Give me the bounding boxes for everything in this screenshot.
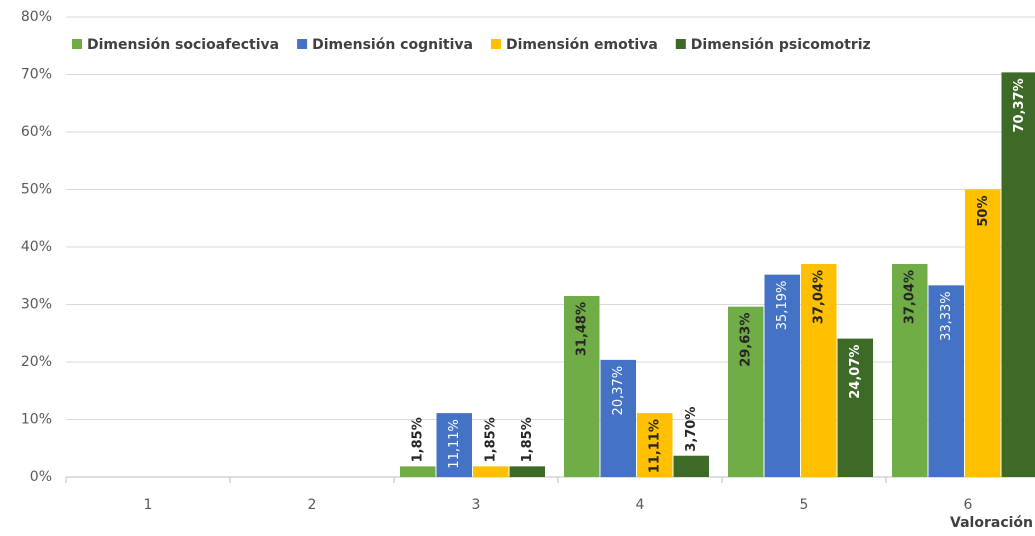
x-tick-label: 5 — [800, 497, 809, 513]
legend-label: Dimensión psicomotriz — [691, 37, 871, 53]
legend-swatch — [297, 39, 308, 49]
bar — [436, 413, 472, 477]
bar — [564, 295, 600, 477]
x-tick-label: 6 — [964, 497, 973, 513]
y-tick-label: 70% — [21, 67, 52, 83]
x-tick-label: 2 — [308, 497, 317, 513]
value-label: 20,37% — [611, 366, 626, 416]
y-tick-label: 20% — [21, 354, 52, 370]
x-tick-label: 3 — [472, 497, 481, 513]
value-label: 33,33% — [939, 291, 954, 341]
x-tick-label: 1 — [144, 497, 153, 513]
bar — [1001, 72, 1035, 477]
value-label: 50% — [976, 196, 991, 227]
legend-label: Dimensión emotiva — [506, 37, 658, 53]
y-tick-label: 40% — [21, 239, 52, 255]
y-tick-label: 80% — [21, 9, 52, 25]
value-label: 11,11% — [447, 419, 462, 469]
bar — [837, 338, 873, 477]
bar — [400, 466, 436, 477]
y-tick-label: 30% — [21, 297, 52, 313]
bar — [801, 264, 837, 477]
x-axis-label: Valoración — [950, 515, 1033, 531]
legend-label: Dimensión cognitiva — [312, 37, 473, 53]
value-label: 3,70% — [684, 407, 699, 452]
x-tick-label: 4 — [636, 497, 645, 513]
bar — [764, 274, 800, 477]
bar — [892, 264, 928, 477]
value-label: 31,48% — [575, 302, 590, 356]
bar — [473, 466, 509, 477]
bar — [637, 413, 673, 477]
value-label: 70,37% — [1012, 78, 1027, 132]
bar — [509, 466, 545, 477]
value-label: 24,07% — [848, 345, 863, 399]
legend-label: Dimensión socioafectiva — [87, 37, 279, 53]
value-label: 1,85% — [484, 417, 499, 462]
y-tick-label: 50% — [21, 182, 52, 198]
value-label: 29,63% — [739, 313, 754, 367]
value-label: 37,04% — [812, 270, 827, 324]
value-label: 11,11% — [648, 419, 663, 473]
legend-swatch — [490, 39, 501, 49]
bar — [600, 359, 636, 477]
value-label: 35,19% — [775, 281, 790, 331]
value-label: 1,85% — [520, 417, 535, 462]
bar — [965, 189, 1001, 477]
bar — [728, 306, 764, 477]
value-label: 1,85% — [411, 417, 426, 462]
y-tick-label: 0% — [30, 469, 52, 485]
y-tick-label: 60% — [21, 124, 52, 140]
legend-swatch — [675, 39, 686, 49]
bar — [673, 455, 709, 477]
legend-swatch — [72, 39, 82, 49]
bar — [928, 285, 964, 477]
y-tick-label: 10% — [21, 412, 52, 428]
value-label: 37,04% — [903, 270, 918, 324]
